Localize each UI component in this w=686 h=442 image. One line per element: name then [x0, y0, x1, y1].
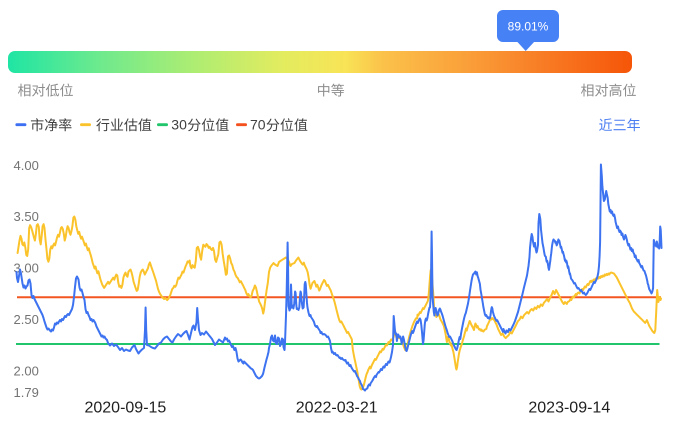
svg-text:2.00: 2.00: [14, 364, 39, 379]
svg-text:2020-09-15: 2020-09-15: [84, 400, 166, 417]
svg-text:89.01%: 89.01%: [508, 20, 549, 34]
svg-text:30: 30: [171, 117, 187, 133]
svg-text:2.50: 2.50: [14, 312, 39, 327]
svg-text:2023-09-14: 2023-09-14: [528, 400, 610, 417]
svg-text:3.50: 3.50: [14, 209, 39, 224]
svg-text:2022-03-21: 2022-03-21: [296, 400, 378, 417]
svg-text:4.00: 4.00: [14, 158, 39, 173]
svg-text:70: 70: [250, 117, 266, 133]
svg-text:1.79: 1.79: [14, 385, 39, 400]
